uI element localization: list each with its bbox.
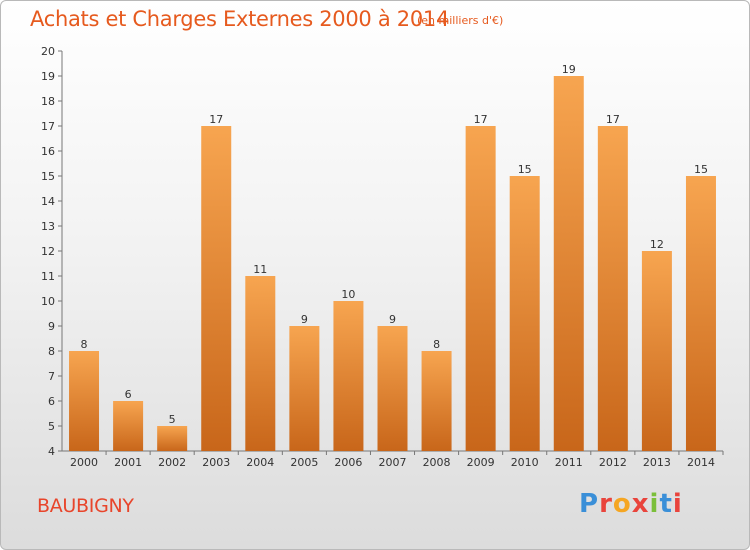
y-tick-label: 11 bbox=[41, 270, 55, 283]
x-tick-label: 2003 bbox=[202, 456, 230, 469]
x-tick-label: 2000 bbox=[70, 456, 98, 469]
bar bbox=[245, 276, 276, 451]
bar bbox=[289, 326, 320, 451]
x-tick-label: 2005 bbox=[290, 456, 318, 469]
y-tick-label: 15 bbox=[41, 170, 55, 183]
x-tick-label: 2004 bbox=[246, 456, 274, 469]
y-tick-label: 4 bbox=[48, 445, 55, 458]
bar bbox=[113, 401, 144, 451]
bar bbox=[201, 126, 232, 451]
logo-letter: x bbox=[631, 489, 650, 519]
bars: 8 6 5 17 11 9 10 9 8 17 15 19 17 12 15 bbox=[69, 63, 716, 451]
x-tick-label: 2001 bbox=[114, 456, 142, 469]
bar bbox=[69, 351, 100, 451]
proxiti-logo: Proxiti bbox=[579, 489, 683, 519]
x-tick-label: 2002 bbox=[158, 456, 186, 469]
y-tick-label: 9 bbox=[48, 320, 55, 333]
chart-title: Achats et Charges Externes 2000 à 2014 bbox=[30, 7, 450, 31]
y-tick-label: 18 bbox=[41, 95, 55, 108]
y-tick-label: 14 bbox=[41, 195, 55, 208]
y-tick-label: 19 bbox=[41, 70, 55, 83]
commune-name: BAUBIGNY bbox=[37, 495, 134, 517]
x-tick-label: 2009 bbox=[467, 456, 495, 469]
data-label: 10 bbox=[341, 288, 355, 301]
data-label: 9 bbox=[389, 313, 396, 326]
y-tick-label: 13 bbox=[41, 220, 55, 233]
bar bbox=[421, 351, 452, 451]
bar bbox=[597, 126, 628, 451]
logo-letter: t bbox=[659, 489, 673, 519]
y-tick-label: 7 bbox=[48, 370, 55, 383]
logo-letter: i bbox=[672, 489, 683, 519]
bar bbox=[641, 251, 672, 451]
data-label: 15 bbox=[518, 163, 532, 176]
logo-letter: P bbox=[579, 489, 600, 519]
data-label: 8 bbox=[81, 338, 88, 351]
data-label: 8 bbox=[433, 338, 440, 351]
bar bbox=[465, 126, 496, 451]
logo-letter: r bbox=[599, 489, 613, 519]
y-tick-label: 16 bbox=[41, 145, 55, 158]
data-label: 11 bbox=[253, 263, 267, 276]
x-tick-label: 2012 bbox=[599, 456, 627, 469]
y-tick-label: 12 bbox=[41, 245, 55, 258]
bar bbox=[553, 76, 584, 451]
data-label: 9 bbox=[301, 313, 308, 326]
y-tick-label: 10 bbox=[41, 295, 55, 308]
logo-letter: i bbox=[649, 489, 660, 519]
bar bbox=[157, 426, 188, 451]
chart-subtitle: (en milliers d'€) bbox=[417, 14, 504, 27]
y-tick-label: 17 bbox=[41, 120, 55, 133]
y-tick-label: 8 bbox=[48, 345, 55, 358]
data-label: 19 bbox=[562, 63, 576, 76]
axes: 4 5 6 7 8 9 10 11 12 13 14 15 16 17 18 19 20 2000 2001 2002… bbox=[41, 45, 724, 469]
x-tick-label: 2006 bbox=[334, 456, 362, 469]
data-label: 6 bbox=[125, 388, 132, 401]
logo-letter: o bbox=[612, 489, 632, 519]
y-tick-label: 20 bbox=[41, 45, 55, 58]
bar bbox=[333, 301, 364, 451]
x-tick-label: 2014 bbox=[687, 456, 715, 469]
y-tick-label: 5 bbox=[48, 420, 55, 433]
bar bbox=[509, 176, 540, 451]
data-label: 12 bbox=[650, 238, 664, 251]
data-label: 5 bbox=[169, 413, 176, 426]
bar bbox=[685, 176, 716, 451]
x-tick-label: 2008 bbox=[423, 456, 451, 469]
y-tick-label: 6 bbox=[48, 395, 55, 408]
x-tick-label: 2010 bbox=[511, 456, 539, 469]
data-label: 15 bbox=[694, 163, 708, 176]
x-tick-label: 2011 bbox=[555, 456, 583, 469]
data-label: 17 bbox=[606, 113, 620, 126]
data-label: 17 bbox=[474, 113, 488, 126]
x-tick-label: 2013 bbox=[643, 456, 671, 469]
bar bbox=[377, 326, 408, 451]
data-label: 17 bbox=[209, 113, 223, 126]
x-tick-label: 2007 bbox=[379, 456, 407, 469]
